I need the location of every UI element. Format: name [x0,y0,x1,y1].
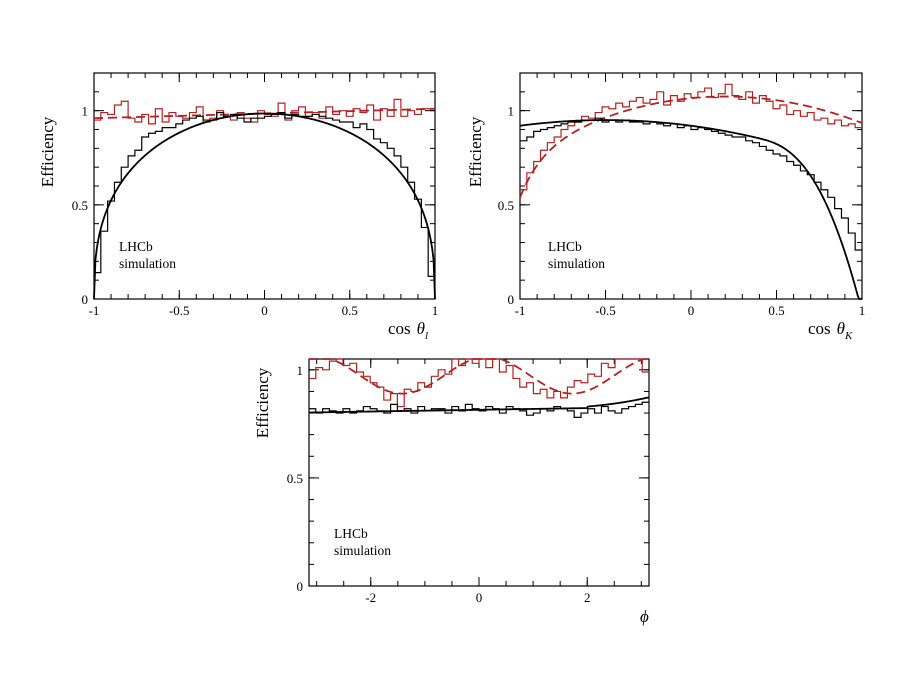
panel-costhetal: -1 -0.5 0 0.5 1 0 0.5 1 Efficiency cos θl LHCb s… [38,72,439,342]
x-axis-title: cos θK [808,319,853,342]
x-tick-label: -1 [515,303,526,318]
simulation-label: simulation [548,256,605,271]
y-tick-label: 0.5 [498,198,514,213]
simulation-label: simulation [334,543,391,558]
red-fit [519,95,863,198]
y-tick-label: 1 [82,104,89,119]
black-histogram [309,401,649,418]
black-fit [308,396,650,414]
black-fit [93,112,436,300]
x-tick-label: 2 [584,590,591,605]
red-histogram [520,83,862,191]
red-fit [309,358,649,395]
x-tick-label: -0.5 [595,303,616,318]
x-tick-label: 1 [432,303,439,318]
axis-ticks: -1 -0.5 0 0.5 1 0 0.5 1 [498,72,866,318]
lhcb-label: LHCb [119,239,153,254]
axis-ticks: -2 0 2 0 0.5 1 [287,359,649,605]
black-fit [519,119,862,300]
x-tick-label: -2 [365,590,376,605]
series-layer [93,98,436,300]
y-axis-title: Efficiency [466,116,485,187]
black-histogram [94,111,435,277]
y-tick-label: 0 [508,292,515,307]
x-tick-label: 0 [688,303,695,318]
y-tick-label: 0.5 [72,198,88,213]
black-histogram [520,117,862,251]
y-tick-label: 1 [508,104,515,119]
series-layer [519,83,863,300]
x-tick-label: 1 [859,303,866,318]
axis-ticks: -1 -0.5 0 0.5 1 0 0.5 1 [72,72,439,318]
red-histogram [94,98,435,125]
x-tick-label: 0.5 [342,303,358,318]
simulation-label: simulation [119,256,176,271]
x-tick-label: 0.5 [768,303,784,318]
lhcb-label: LHCb [548,239,582,254]
series-layer [308,358,650,418]
x-axis-title: ϕ [640,607,649,626]
y-tick-label: 0.5 [287,471,303,486]
y-axis-title: Efficiency [38,116,57,187]
x-tick-label: -1 [89,303,100,318]
lhcb-label: LHCb [334,526,368,541]
red-histogram [309,358,649,408]
y-axis-title: Efficiency [253,367,272,438]
panel-phi: -2 0 2 0 0.5 1 Efficiency ϕ LHCb simulation [253,358,650,626]
x-tick-label: -0.5 [169,303,190,318]
x-tick-label: 0 [476,590,483,605]
x-tick-label: 0 [261,303,268,318]
x-axis-title: cos θl [388,319,428,342]
y-tick-label: 0 [82,292,89,307]
panel-costhetak: -1 -0.5 0 0.5 1 0 0.5 1 Efficiency cos θK LHCb s… [466,72,866,342]
y-tick-label: 1 [297,363,304,378]
y-tick-label: 0 [297,579,304,594]
